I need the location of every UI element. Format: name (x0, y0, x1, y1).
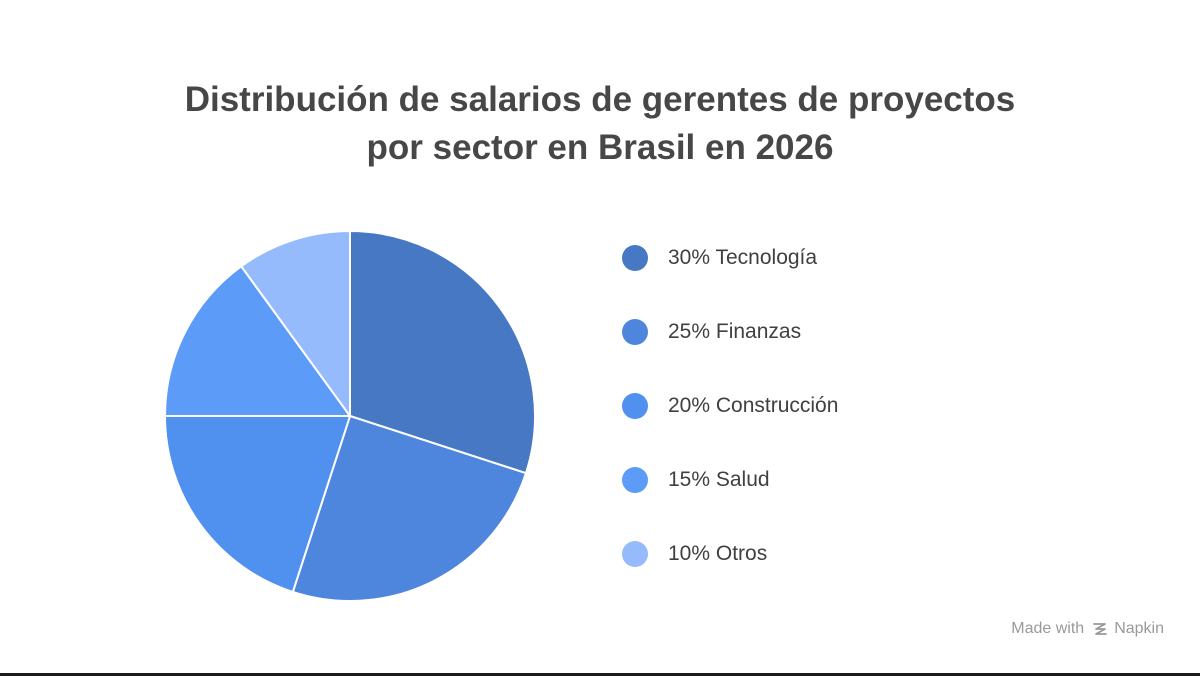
legend-swatch-4 (622, 467, 648, 493)
napkin-logo-icon (1093, 623, 1108, 635)
legend-label-1: 30% Tecnología (668, 246, 818, 269)
legend-label-4: 15% Salud (668, 468, 770, 491)
watermark: Made with Napkin (1011, 620, 1164, 638)
pie-slice-5 (240, 230, 351, 417)
pie-slice-2 (291, 415, 527, 602)
watermark-prefix: Made with (1011, 620, 1085, 637)
chart-title-line-2: por sector en Brasil en 2026 (366, 128, 834, 167)
legend-swatch-1 (622, 245, 648, 271)
chart-title: Distribución de salarios de gerentes de … (0, 76, 1200, 172)
chart-title-line-1: Distribución de salarios de gerentes de … (184, 80, 1016, 119)
chart-legend: 30% Tecnología 25% Finanzas 20% Construcci… (622, 232, 1042, 592)
legend-item-2: 25% Finanzas (622, 316, 801, 348)
bottom-border (0, 673, 1200, 676)
pie-slice-4 (164, 265, 351, 417)
legend-item-5: 10% Otros (622, 538, 767, 570)
pie-slice-3 (164, 415, 351, 593)
legend-label-5: 10% Otros (668, 542, 768, 565)
legend-swatch-2 (622, 319, 648, 345)
legend-item-3: 20% Construcción (622, 390, 838, 422)
pie-slice-1 (349, 230, 536, 475)
legend-label-2: 25% Finanzas (668, 320, 802, 343)
legend-item-1: 30% Tecnología (622, 242, 817, 274)
legend-swatch-5 (622, 541, 648, 567)
legend-label-3: 20% Construcción (668, 394, 839, 417)
legend-swatch-3 (622, 393, 648, 419)
watermark-brand: Napkin (1114, 620, 1164, 637)
legend-item-4: 15% Salud (622, 464, 770, 496)
